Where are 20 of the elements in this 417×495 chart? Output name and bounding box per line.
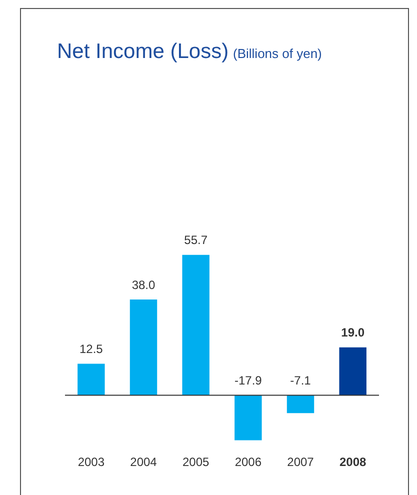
bar <box>286 395 314 414</box>
data-label: 55.7 <box>184 233 208 248</box>
bar <box>339 347 366 396</box>
bar <box>78 364 105 396</box>
data-label: 19.0 <box>341 326 365 340</box>
data-label: 12.5 <box>79 342 104 356</box>
bar <box>234 395 262 440</box>
x-tick-label: 2007 <box>287 455 314 470</box>
chart-title: Net Income (Loss) <box>57 40 229 63</box>
bar <box>182 254 210 396</box>
bar <box>130 299 158 396</box>
chart-subtitle: (Billions of yen) <box>233 46 322 61</box>
x-tick-label: 2004 <box>130 455 158 470</box>
data-label: -7.1 <box>290 374 312 388</box>
x-tick-label: 2008 <box>339 455 367 470</box>
data-label: -17.9 <box>234 374 262 388</box>
data-label: 38.0 <box>132 278 156 292</box>
x-tick-label: 2003 <box>78 455 105 470</box>
x-tick-label: 2006 <box>234 455 262 470</box>
x-tick-label: 2005 <box>182 455 210 470</box>
